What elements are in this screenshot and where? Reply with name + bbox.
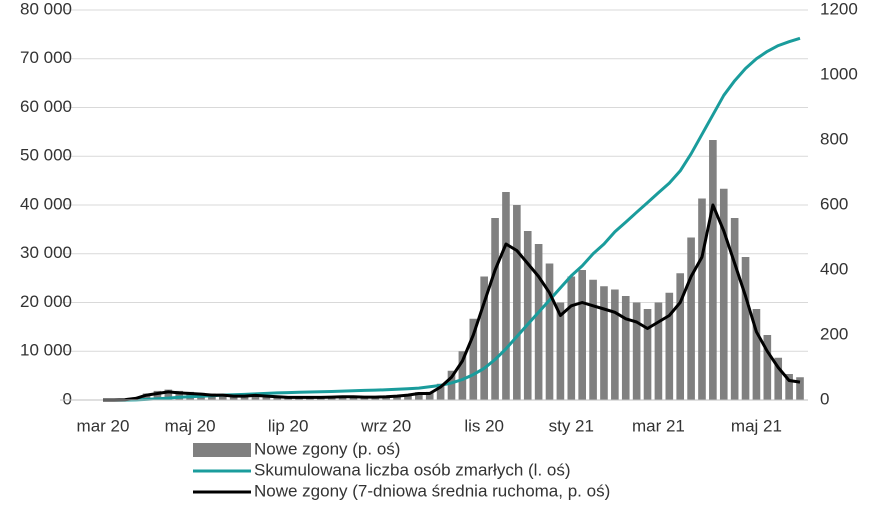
x-tick-label: mar 21 xyxy=(632,416,685,435)
bar xyxy=(774,357,783,400)
bar xyxy=(719,188,728,400)
y2-tick-label: 200 xyxy=(820,324,848,343)
bar xyxy=(480,276,488,400)
line xyxy=(103,203,801,402)
bar xyxy=(621,296,630,400)
bar xyxy=(218,394,227,400)
x-tick-label: maj 20 xyxy=(165,416,216,435)
bar xyxy=(153,390,162,400)
bar xyxy=(491,218,499,400)
bar xyxy=(447,370,456,400)
bar xyxy=(415,392,423,400)
x-tick-label: maj 21 xyxy=(731,416,782,435)
bar xyxy=(142,393,151,400)
bar xyxy=(676,273,685,400)
y-tick-label: 40 000 xyxy=(20,194,72,213)
bar xyxy=(556,302,565,400)
bar xyxy=(665,292,674,400)
bar xyxy=(251,394,260,400)
bar xyxy=(425,391,434,400)
y2-tick-label: 1000 xyxy=(820,64,858,83)
bar xyxy=(262,395,271,400)
y2-tick-label: 0 xyxy=(820,389,829,408)
bar xyxy=(785,374,793,400)
legend-label: Skumulowana liczba osób zmarłych (l. oś) xyxy=(254,460,571,479)
y-tick-label: 50 000 xyxy=(20,146,72,165)
bar xyxy=(654,302,663,400)
y-tick-label: 0 xyxy=(63,389,72,408)
bar xyxy=(611,289,619,400)
bar xyxy=(752,309,761,400)
bar xyxy=(404,394,412,400)
bar xyxy=(513,205,521,400)
bar xyxy=(698,198,706,400)
bar xyxy=(741,257,750,400)
bar xyxy=(796,377,804,400)
bar xyxy=(175,390,184,400)
x-tick-label: sty 21 xyxy=(549,416,594,435)
bar xyxy=(502,192,510,400)
bar xyxy=(643,309,652,400)
x-tick-label: lis 20 xyxy=(464,416,504,435)
x-tick-label: mar 20 xyxy=(77,416,130,435)
bar xyxy=(687,237,695,400)
bar xyxy=(534,244,543,400)
bar xyxy=(469,318,478,400)
bar xyxy=(632,302,641,400)
x-tick-label: lip 20 xyxy=(268,416,309,435)
bar xyxy=(763,335,772,400)
bar xyxy=(709,140,717,400)
bar xyxy=(164,389,173,400)
bar xyxy=(523,231,532,400)
y2-tick-label: 1200 xyxy=(820,0,858,18)
line xyxy=(103,36,801,402)
y2-tick-label: 800 xyxy=(820,129,848,148)
y-tick-label: 10 000 xyxy=(20,341,72,360)
y-tick-label: 30 000 xyxy=(20,243,72,262)
y-tick-label: 80 000 xyxy=(20,0,72,18)
bar xyxy=(730,218,739,400)
bar xyxy=(545,263,554,400)
bar xyxy=(436,383,445,400)
legend-label: Nowe zgony (7-dniowa średnia ruchoma, p.… xyxy=(254,481,610,500)
legend-swatch xyxy=(193,443,251,457)
y-tick-label: 70 000 xyxy=(20,48,72,67)
bar xyxy=(578,270,586,400)
y2-tick-label: 400 xyxy=(820,259,848,278)
bar xyxy=(567,276,576,400)
bar xyxy=(600,286,608,400)
y-tick-label: 60 000 xyxy=(20,97,72,116)
bar xyxy=(458,351,467,400)
x-tick-label: wrz 20 xyxy=(360,416,411,435)
legend-label: Nowe zgony (p. oś) xyxy=(254,439,400,458)
y-tick-label: 20 000 xyxy=(20,292,72,311)
bar xyxy=(589,279,597,400)
y2-tick-label: 600 xyxy=(820,194,848,213)
